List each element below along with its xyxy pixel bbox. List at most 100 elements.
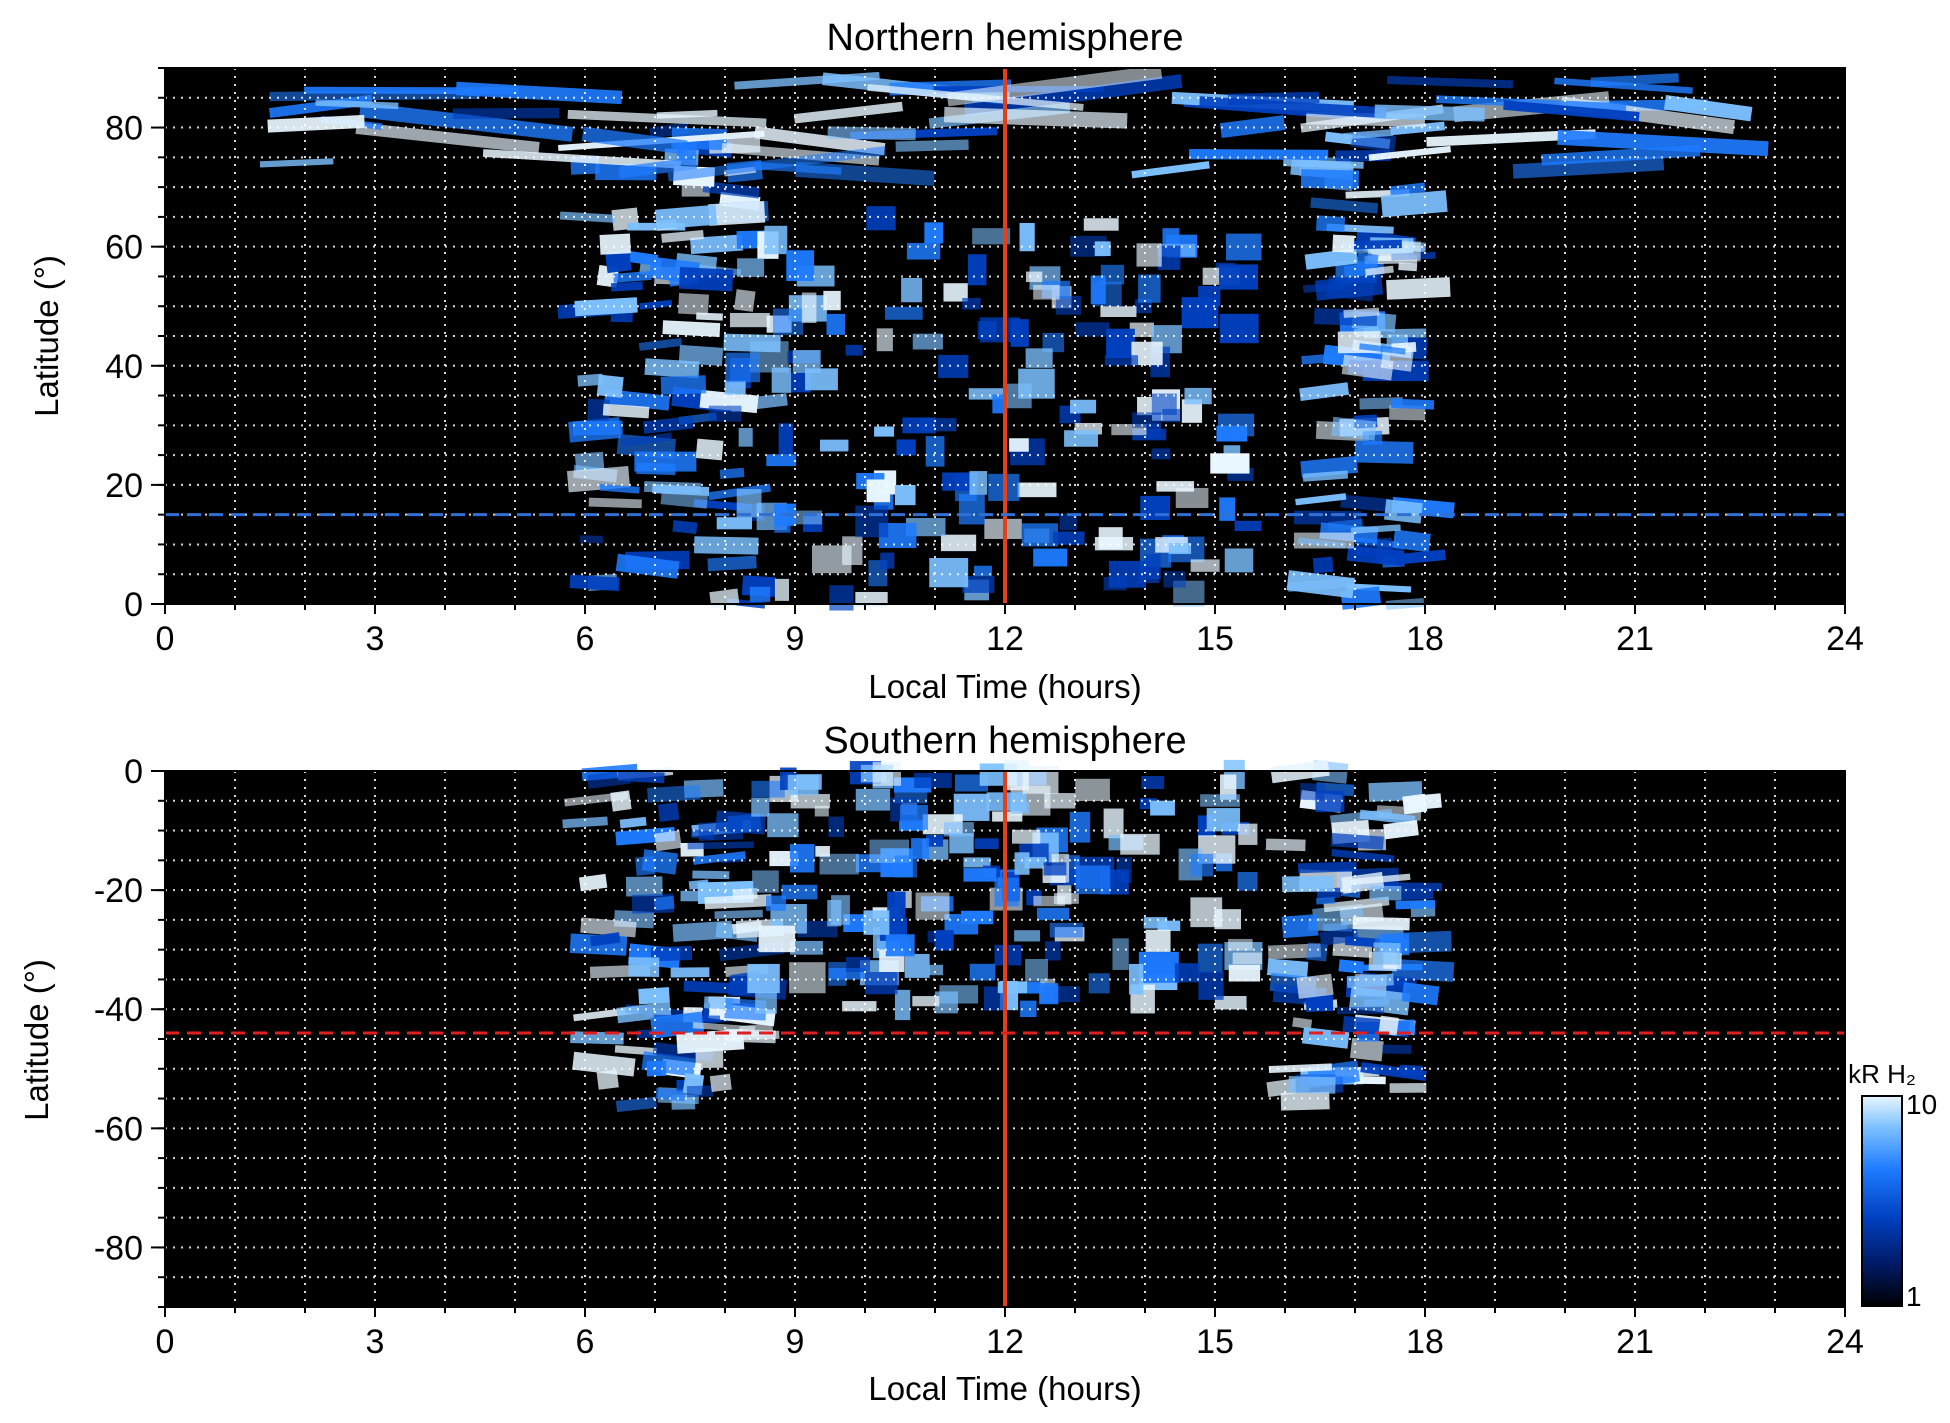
emission-patch [829,585,854,611]
emission-patch [574,451,605,472]
x-axis: 0 3 6 9 12 15 18 21 24 [156,604,1864,658]
emission-patch [1100,264,1125,285]
emission-patch [766,454,797,467]
emission-patch [1224,548,1254,573]
emission-patch [1190,897,1223,928]
emission-patch [1003,760,1029,791]
emission-patch [1145,929,1171,952]
emission-patch [758,925,796,953]
colorbar-max-label: 10 [1906,1089,1937,1120]
emission-patch [1002,383,1032,409]
emission-patch [1220,774,1237,800]
x-tick-label: 3 [366,620,385,658]
emission-patch [1144,554,1161,580]
emission-patch [962,297,981,310]
emission-patch [1228,964,1261,982]
emission-patch [1234,520,1262,531]
emission-patch [672,520,698,534]
emission-patch [455,81,623,105]
emission-patch [946,64,1163,107]
emission-patch [621,432,673,448]
emission-patch [572,1051,636,1077]
emission-patch [904,953,930,978]
emission-patch [1356,252,1379,269]
emission-patch [949,833,974,854]
emission-patch [644,358,700,379]
emission-patch [911,838,930,859]
emission-patch [615,553,680,579]
emission-patch [1426,129,1596,147]
emission-patch [885,934,915,957]
emission-patch [1329,808,1393,824]
emission-patch [1036,907,1070,921]
emission-patch [1157,920,1181,932]
emission-patch [790,940,823,955]
emission-patch [567,109,767,128]
emission-patch [872,761,901,786]
y-axis: 0 -20 -40 -60 -80 [94,753,165,1308]
emission-patch [1075,322,1110,337]
emission-patch [1197,943,1223,973]
emission-patch [564,791,629,807]
emission-patch [604,249,632,274]
emission-patch [793,101,904,124]
emission-patch [1331,848,1395,863]
emission-patch [696,312,723,321]
emission-patch [1401,982,1440,1006]
x-tick-label: 21 [1616,1323,1654,1361]
emission-patch [259,158,334,168]
emission-patch [683,980,733,994]
emission-patch [963,868,997,882]
emission-patch [562,816,608,829]
emission-patch [781,884,818,900]
emission-patch [895,139,969,152]
emission-patch [267,114,365,133]
emission-patch [1359,343,1406,355]
emission-patch [912,996,940,1007]
northern-hemisphere-panel: Northern hemisphere 0 3 6 9 12 15 18 21 24 0 20 40… [28,17,1864,705]
emission-patch [1308,917,1353,932]
emission-patch [1288,1075,1336,1094]
emission-patch [1163,571,1186,588]
emission-patch [1075,778,1110,802]
emission-patch [944,914,979,935]
emission-patch [619,816,647,829]
emission-patch [767,813,799,838]
emission-patch [1237,872,1258,891]
emission-patch [588,497,642,509]
emission-patch [751,780,785,798]
emission-patch [1120,833,1160,855]
emission-patch [1132,428,1167,441]
emission-patch [677,293,710,316]
emission-patch [716,517,752,530]
emission-patch [1400,887,1434,901]
emission-patch [737,258,765,277]
y-tick-label: -20 [94,872,143,910]
emission-patch [863,910,890,935]
emission-patch [1378,1015,1399,1036]
emission-patch [1512,155,1665,179]
emission-patch [827,126,916,141]
emission-patch [569,574,620,592]
emission-patch [1103,808,1124,839]
emission-patch [855,788,891,811]
emission-patch [755,991,777,1014]
emission-patch [694,536,759,555]
x-tick-label: 18 [1406,620,1444,658]
emission-patch [1332,234,1355,253]
emission-patch [938,354,969,378]
x-tick-label: 6 [576,1323,595,1361]
emission-patch [1210,453,1250,474]
emission-patch [646,1060,667,1077]
emission-patch [704,894,772,910]
emission-patch [1590,73,1679,87]
emission-patch [628,957,660,978]
emission-patch [1238,823,1258,845]
emission-patch [692,1022,756,1033]
emission-patch [1227,91,1320,105]
emission-patch [924,222,944,244]
emission-patch [874,426,895,437]
emission-patch [707,555,757,572]
x-tick-label: 6 [576,620,595,658]
emission-patch [884,306,923,320]
